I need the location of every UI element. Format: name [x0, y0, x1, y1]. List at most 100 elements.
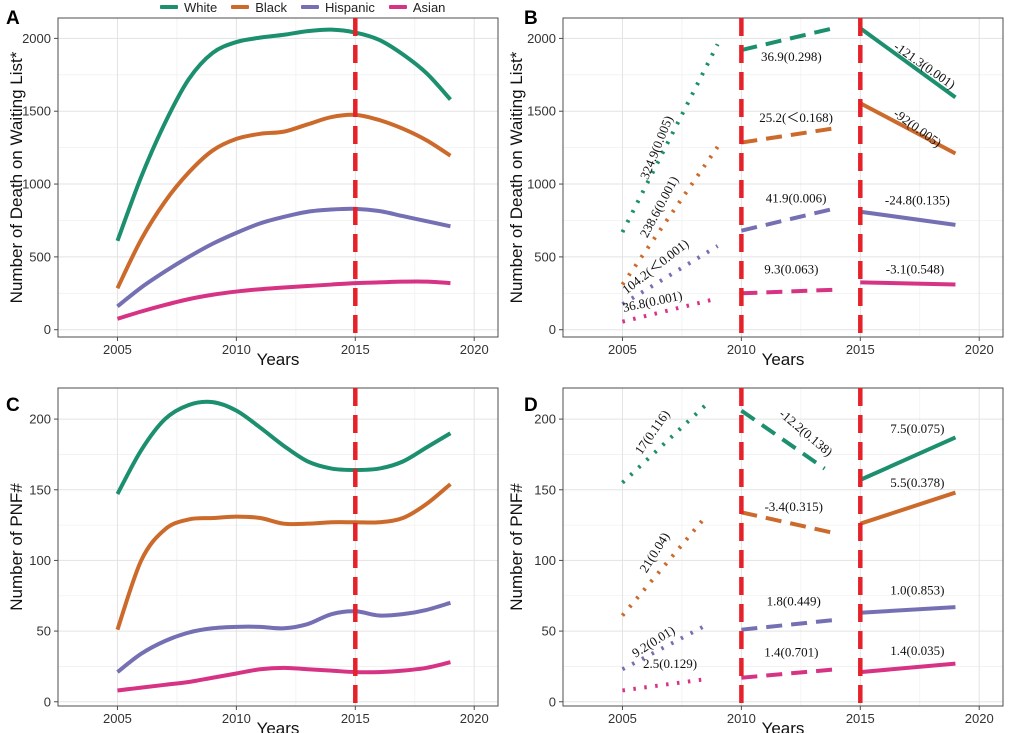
panel-a-series-white-solid	[115, 27, 452, 242]
panel-c-x-tick-label: 2020	[460, 711, 489, 726]
panel-d-x-tick-label: 2015	[846, 711, 875, 726]
panel-d-series-black-solid	[859, 490, 957, 526]
legend-label-hispanic: Hispanic	[325, 0, 375, 15]
panel-a-letter: A	[6, 8, 20, 29]
panel-d-series-hispanic-dashed	[741, 617, 837, 632]
panel-d-y-tick-label: 200	[534, 412, 556, 427]
panel-d-annotation: -3.4(0.315)	[764, 499, 823, 514]
panel-d-annotation: 21(0.04)	[636, 530, 672, 576]
panel-c-x-tick-label: 2015	[341, 711, 370, 726]
panel-b-x-tick-label: 2020	[965, 342, 994, 357]
panel-a-series-black-solid	[115, 112, 452, 290]
panel-b-border	[562, 17, 1004, 338]
panel-b-y-tick-label: 500	[534, 249, 556, 264]
panel-a-y-axis-label: Number of Death on Waiting List*	[7, 51, 26, 303]
panel-a-x-tick-label: 2005	[103, 342, 132, 357]
panel-b-y-tick-label: 2000	[527, 31, 556, 46]
panel-b-annotation: -3.1(0.548)	[886, 262, 945, 277]
panel-a-x-axis-label: Years	[257, 350, 300, 369]
legend-swatch-asian	[388, 5, 407, 9]
panel-a-y-tick-label: 1500	[22, 104, 51, 119]
panel-b-annotation: 238.6(0.001)	[637, 174, 682, 240]
panel-d-annotation: 1.4(0.701)	[764, 645, 818, 660]
legend-label-white: White	[184, 0, 218, 15]
panel-b-series-white-dashed	[740, 25, 837, 52]
panel-d-series-white-solid	[859, 435, 957, 482]
panel-c-series-asian-solid	[117, 660, 451, 693]
panel-c-series-white-solid	[115, 399, 452, 495]
panel-d-annotation: 1.8(0.449)	[767, 594, 821, 609]
panel-d-series-white-dashed	[740, 408, 826, 471]
panel-b-annotation: -121.3(0.001)	[891, 39, 958, 92]
panel-b-series-hispanic-dotted	[621, 244, 719, 306]
panel-b-series-asian-solid	[860, 280, 956, 287]
panel-d-series-hispanic-solid	[860, 605, 956, 615]
panel-b-x-tick-label: 2015	[846, 342, 875, 357]
panel-c-y-tick-label: 50	[37, 624, 51, 639]
panel-b-annotation: 104.2(＜0.001)	[619, 236, 691, 297]
panel-d-x-tick-label: 2010	[727, 711, 756, 726]
panel-d-series-black-dotted	[620, 515, 708, 617]
panel-d-annotation: 2.5(0.129)	[643, 656, 697, 671]
panel-b-letter: B	[524, 8, 538, 29]
panel-d-x-tick-label: 2005	[608, 711, 637, 726]
panel-b-annotation: 36.9(0.298)	[761, 49, 822, 64]
panel-d-letter: D	[524, 395, 538, 416]
panel-b-y-axis-label: Number of Death on Waiting List*	[507, 51, 526, 303]
panel-d-series-asian-dashed	[741, 667, 837, 680]
panel-a-border	[57, 17, 499, 338]
panel-c-letter: C	[6, 395, 20, 416]
panel-c-series-hispanic-solid	[116, 600, 452, 674]
panel-a-y-tick-label: 2000	[22, 31, 51, 46]
panel-b-series-black-dashed	[741, 125, 837, 145]
panel-c-y-tick-label: 200	[29, 412, 51, 427]
panel-c-y-tick-label: 100	[29, 553, 51, 568]
panel-b-series-asian-dashed	[741, 287, 837, 296]
legend-label-black: Black	[255, 0, 288, 15]
panel-b-annotation: 25.2(＜0.168)	[759, 110, 833, 125]
panel-c-border	[57, 387, 499, 707]
panel-c-x-tick-label: 2005	[103, 711, 132, 726]
panel-b-x-tick-label: 2010	[727, 342, 756, 357]
panel-b-x-axis-label: Years	[762, 350, 805, 369]
panel-d-y-axis-label: Number of PNF#	[507, 483, 526, 611]
legend-item-white: White	[160, 0, 217, 15]
panel-d-y-tick-label: 100	[534, 553, 556, 568]
panel-a-y-tick-label: 500	[29, 249, 51, 264]
panel-b-series-hispanic-solid	[860, 209, 956, 227]
panel-d-annotation: 17(0.116)	[631, 407, 672, 457]
panel-b-series-hispanic-dashed	[740, 206, 837, 233]
panel-b-annotation: 9.3(0.063)	[764, 262, 818, 277]
panel-b-x-tick-label: 2005	[608, 342, 637, 357]
panel-a-series-hispanic-solid	[116, 206, 451, 308]
panel-c-y-axis-label: Number of PNF#	[7, 483, 26, 611]
panel-d-annotation: 5.5(0.378)	[890, 475, 944, 490]
legend-swatch-white	[160, 5, 178, 9]
panel-b-annotation: -92(0.005)	[891, 106, 945, 151]
legend-label-asian: Asian	[412, 0, 446, 15]
panel-b-y-tick-label: 1000	[527, 177, 556, 192]
panel-b-annotation: 41.9(0.006)	[766, 190, 827, 205]
panel-a-x-tick-label: 2020	[460, 342, 489, 357]
panel-b-y-tick-label: 1500	[527, 104, 556, 119]
legend-swatch-black	[231, 5, 250, 9]
panel-a-x-tick-label: 2015	[341, 342, 370, 357]
legend-item-asian: Asian	[388, 0, 446, 15]
panel-b-annotation: -24.8(0.135)	[885, 192, 950, 207]
panel-a-x-tick-label: 2010	[222, 342, 251, 357]
panel-a-series-asian-solid	[116, 279, 451, 321]
panel-d-series-hispanic-dotted	[621, 623, 707, 672]
panel-c-x-tick-label: 2010	[222, 711, 251, 726]
panel-d-x-axis-label: Years	[762, 719, 805, 733]
panel-d-y-tick-label: 0	[549, 694, 556, 709]
panel-d-y-tick-label: 150	[534, 482, 556, 497]
panel-d-annotation: 7.5(0.075)	[890, 421, 944, 436]
panel-d-series-white-dotted	[621, 403, 708, 485]
legend-item-black: Black	[231, 0, 287, 15]
panel-d-series-asian-solid	[860, 661, 956, 675]
panel-d-annotation: 1.4(0.035)	[890, 643, 944, 658]
panel-b-y-tick-label: 0	[549, 322, 556, 337]
panel-a-y-tick-label: 0	[44, 322, 51, 337]
panel-c-x-axis-label: Years	[257, 719, 300, 733]
